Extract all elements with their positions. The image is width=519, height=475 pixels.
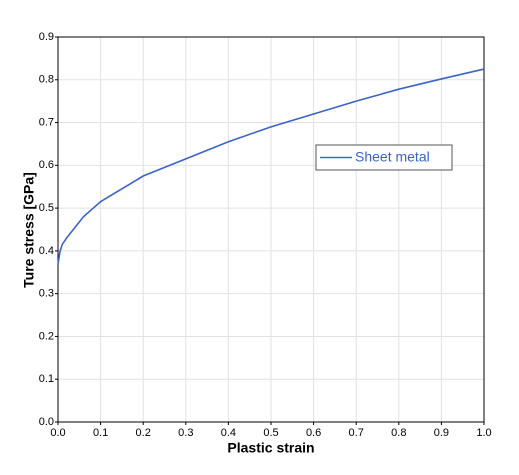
x-tick-label: 1.0 xyxy=(476,427,491,439)
y-tick-label: 0.5 xyxy=(39,202,54,214)
x-tick-label: 0.0 xyxy=(50,427,65,439)
x-tick-label: 0.9 xyxy=(434,427,449,439)
data-line xyxy=(57,68,485,264)
x-tick-label: 0.3 xyxy=(178,427,193,439)
x-tick-label: 0.4 xyxy=(221,427,236,439)
y-tick-label: 0.3 xyxy=(39,288,54,300)
x-tick-label: 0.1 xyxy=(93,427,108,439)
x-tick-label: 0.2 xyxy=(136,427,151,439)
y-tick-label: 0.8 xyxy=(39,74,54,86)
x-tick-label: 0.6 xyxy=(306,427,321,439)
y-tick-label: 0.7 xyxy=(39,116,54,128)
x-tick-label: 0.8 xyxy=(391,427,406,439)
y-tick-label: 0.4 xyxy=(39,245,54,257)
y-tick-label: 0.6 xyxy=(39,159,54,171)
y-tick-label: 0.0 xyxy=(39,416,54,428)
x-axis-label: Plastic strain xyxy=(227,440,314,456)
y-axis-label: Ture stress [GPa] xyxy=(21,172,37,288)
x-tick-label: 0.5 xyxy=(263,427,278,439)
legend-label: Sheet metal xyxy=(355,149,430,165)
y-tick-label: 0.2 xyxy=(39,330,54,342)
y-tick-label: 0.1 xyxy=(39,373,54,385)
x-tick-label: 0.7 xyxy=(349,427,364,439)
plot-frame xyxy=(57,36,485,423)
y-tick-label: 0.9 xyxy=(39,31,54,43)
